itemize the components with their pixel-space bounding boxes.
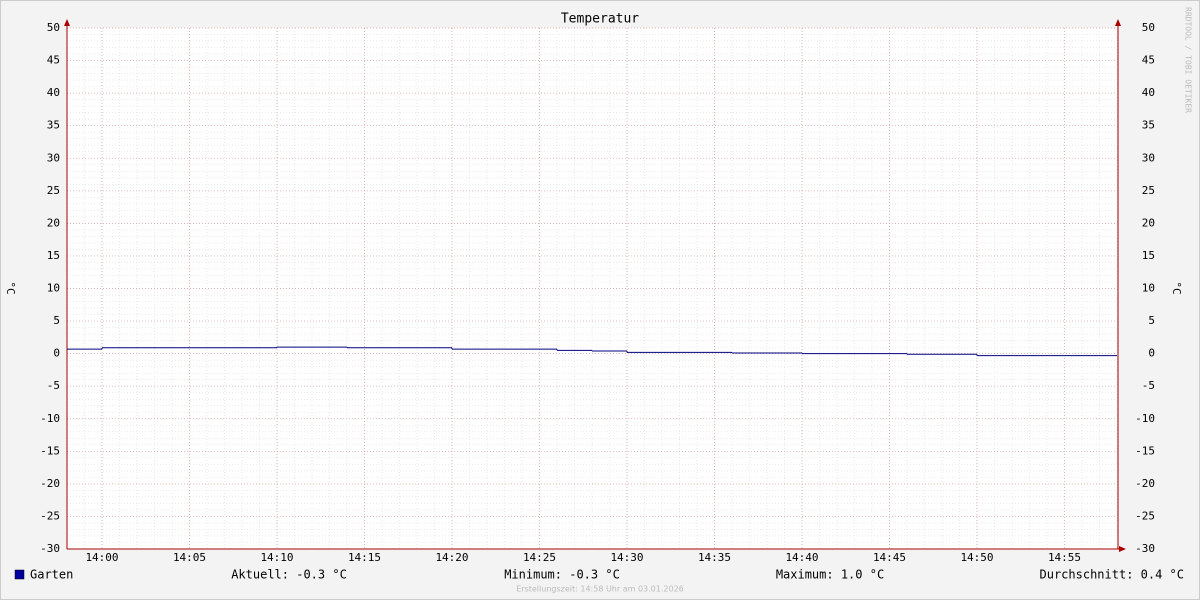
y-axis-label: °C [4, 281, 17, 294]
y-tick-label: -15 [40, 444, 60, 457]
y2-tick-label: 20 [1142, 216, 1155, 229]
footer: Erstellungszeit: 14:58 Uhr am 03.01.2026 [516, 585, 684, 594]
legend-stat: Minimum: -0.3 °C [504, 568, 620, 582]
legend-label: Garten [30, 568, 73, 582]
axis-arrow [64, 19, 70, 26]
y-tick-label: -30 [40, 542, 60, 555]
x-tick-label: 14:20 [435, 551, 468, 564]
x-tick-label: 14:35 [698, 551, 731, 564]
y2-tick-label: 35 [1142, 119, 1155, 132]
y-tick-label: 15 [47, 249, 60, 262]
x-tick-label: 14:05 [173, 551, 206, 564]
grid [66, 27, 1118, 550]
x-tick-label: 14:00 [85, 551, 118, 564]
y-tick-label: 20 [47, 216, 60, 229]
axis-arrow [1115, 19, 1121, 26]
y2-tick-label: -5 [1142, 379, 1155, 392]
watermark: RRDTOOL / TOBI OETIKER [1184, 7, 1193, 113]
x-tick-label: 14:10 [260, 551, 293, 564]
chart-title: Temperatur [561, 12, 639, 27]
y-tick-label: -25 [40, 509, 60, 522]
y2-tick-label: 25 [1142, 184, 1155, 197]
y2-axis-label: °C [1170, 281, 1183, 294]
y-tick-label: 40 [47, 86, 60, 99]
x-tick-label: 14:55 [1048, 551, 1081, 564]
y2-tick-label: 45 [1142, 54, 1155, 67]
x-tick-label: 14:50 [960, 551, 993, 564]
y-tick-label: 35 [47, 119, 60, 132]
y-tick-label: 0 [53, 347, 60, 360]
x-tick-label: 14:40 [785, 551, 818, 564]
y2-tick-label: 30 [1142, 151, 1155, 164]
y2-tick-label: 5 [1148, 314, 1155, 327]
y2-tick-label: -15 [1135, 444, 1155, 457]
y2-tick-label: 15 [1142, 249, 1155, 262]
legend-stat: Durchschnitt: 0.4 °C [1040, 568, 1185, 582]
y-tick-label: -10 [40, 412, 60, 425]
y2-tick-label: -25 [1135, 509, 1155, 522]
y-tick-label: 30 [47, 151, 60, 164]
axis-arrow [1119, 546, 1126, 552]
y2-tick-label: -20 [1135, 477, 1155, 490]
y-tick-label: 5 [53, 314, 60, 327]
legend-swatch [14, 569, 25, 580]
y2-tick-label: 0 [1148, 347, 1155, 360]
y-tick-label: 50 [47, 21, 60, 34]
y-tick-label: 25 [47, 184, 60, 197]
y-tick-label: 10 [47, 282, 60, 295]
y-tick-label: -20 [40, 477, 60, 490]
y2-tick-label: 40 [1142, 86, 1155, 99]
y-tick-label: -5 [47, 379, 60, 392]
y2-tick-label: 10 [1142, 282, 1155, 295]
y2-tick-label: -30 [1135, 542, 1155, 555]
x-tick-label: 14:15 [348, 551, 381, 564]
legend-stat: Maximum: 1.0 °C [776, 568, 884, 582]
x-tick-label: 14:25 [523, 551, 556, 564]
x-tick-label: 14:45 [873, 551, 906, 564]
y2-tick-label: 50 [1142, 21, 1155, 34]
legend-stat: Aktuell: -0.3 °C [231, 568, 347, 582]
x-tick-label: 14:30 [610, 551, 643, 564]
y-tick-label: 45 [47, 54, 60, 67]
y2-tick-label: -10 [1135, 412, 1155, 425]
